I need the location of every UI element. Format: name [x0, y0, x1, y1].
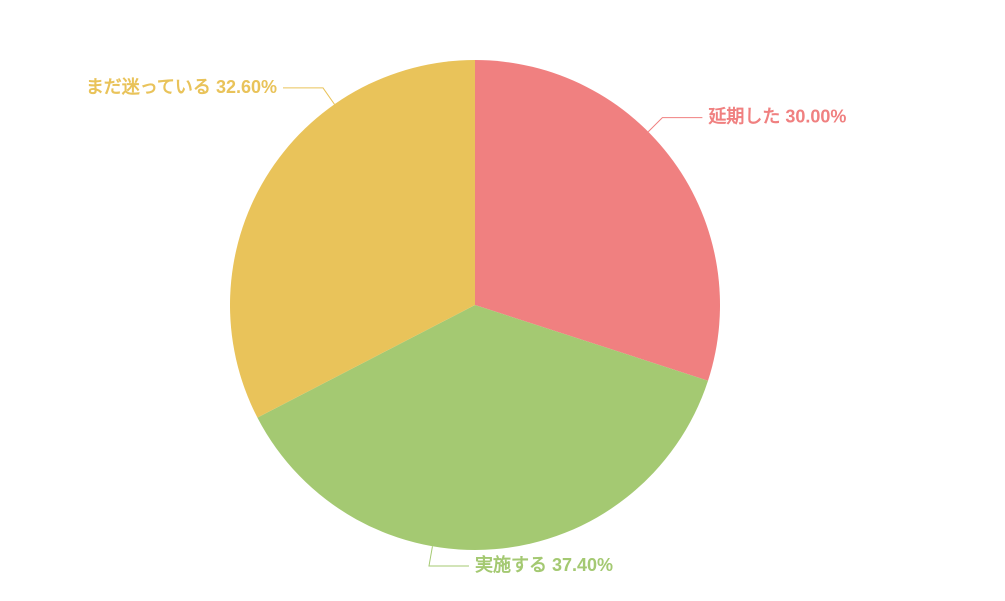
pie-slice-label-percent: 32.60%: [216, 77, 277, 97]
pie-slice-label-name: 延期した: [707, 106, 780, 126]
pie-slice-label-percent: 30.00%: [785, 106, 846, 126]
pie-slice-label: 延期した 30.00%: [707, 106, 846, 126]
pie-slice-label-name: 実施する: [475, 554, 547, 575]
pie-slice-label-percent: 37.40%: [552, 555, 613, 575]
pie-slice-label: 実施する 37.40%: [475, 554, 613, 575]
pie-slice-label-name: まだ迷っている: [86, 77, 211, 97]
pie-slice-label: まだ迷っている 32.60%: [86, 77, 277, 97]
pie-chart: 延期した 30.00% 実施する 37.40% まだ迷っている 32.60%: [0, 0, 1005, 601]
pie-slices: [230, 60, 720, 550]
pie-chart-svg: 延期した 30.00% 実施する 37.40% まだ迷っている 32.60%: [0, 0, 1005, 601]
